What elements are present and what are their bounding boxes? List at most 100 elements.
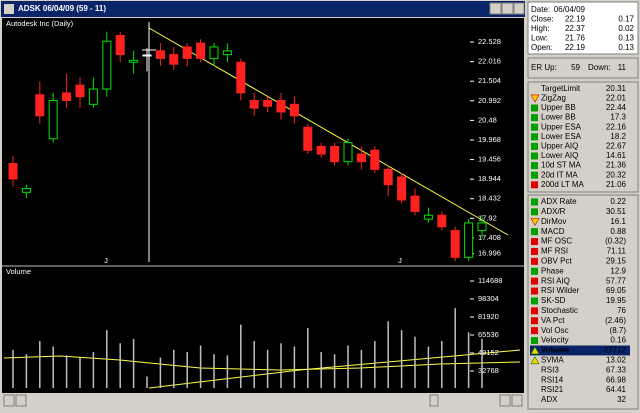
indicator-value: 32 (617, 395, 626, 404)
candle-body (263, 100, 273, 107)
y-tick-label: 20.48 (478, 115, 497, 124)
indicator-name[interactable]: 10d ST MA (541, 161, 582, 170)
candle-body (182, 46, 192, 59)
candle-body (397, 176, 407, 201)
indicator-name[interactable]: MF RSI (541, 247, 568, 256)
indicator-value: 0.16 (610, 336, 626, 345)
indicator-value: 20.31 (606, 84, 627, 93)
y-tick-label: 20.992 (478, 96, 501, 105)
indicator-name[interactable]: VA Pct (541, 316, 565, 325)
volume-trend (148, 349, 521, 389)
candle-body (289, 103, 299, 117)
candle-body (343, 142, 353, 163)
scroll-left[interactable] (3, 394, 15, 407)
indicator-name[interactable]: Upper AIQ (541, 142, 578, 151)
candle-body (102, 40, 112, 90)
er-label: ER Up: (531, 63, 557, 72)
indicator-name[interactable]: ADX (541, 395, 558, 404)
info-cell: 21.76 (565, 34, 586, 43)
signal-icon (531, 208, 538, 216)
indicator-name[interactable]: RSI Wilder (541, 286, 580, 295)
scroll-end[interactable] (499, 394, 511, 407)
indicator-name[interactable]: Lower BB (541, 113, 576, 122)
y-tick-label: 98304 (478, 294, 499, 303)
indicator-name[interactable]: DirMov (541, 217, 566, 226)
indicator-value: 16.1 (610, 217, 626, 226)
candle-body (21, 187, 31, 193)
y-tick-label: 17.408 (478, 233, 501, 242)
indicator-value: 67.33 (606, 365, 627, 374)
indicator-name[interactable]: MACD (541, 227, 565, 236)
indicator-name[interactable]: RSI14 (541, 375, 564, 384)
indicator-value: 19.95 (606, 296, 627, 305)
volume-title: Volume (6, 267, 31, 276)
indicator-name[interactable]: Stochastic (541, 306, 578, 315)
indicator-name[interactable]: RSI AIQ (541, 276, 570, 285)
candle-body (209, 46, 219, 59)
candle-body (370, 149, 380, 170)
candle-body (316, 145, 326, 155)
signal-icon (530, 356, 540, 365)
signal-icon (531, 104, 538, 112)
scrollbar[interactable] (2, 394, 524, 407)
indicator-name[interactable]: Upper ESA (541, 122, 582, 131)
y-tick-label: 22.528 (478, 37, 501, 46)
candle-body (383, 168, 393, 186)
signal-icon (531, 171, 538, 179)
candle-body (249, 100, 259, 109)
signal-icon (531, 297, 538, 305)
indicator-name[interactable]: Phase (541, 266, 564, 275)
close-button[interactable] (513, 2, 525, 15)
signal-icon (531, 247, 538, 255)
candle-body (423, 214, 433, 220)
indicator-name[interactable]: Volume (541, 346, 570, 355)
title-bar (1, 1, 525, 17)
indicator-name[interactable]: ADX Rate (541, 197, 577, 206)
signal-icon (531, 317, 538, 325)
scroll-thumb[interactable] (429, 394, 439, 407)
indicator-name[interactable]: SVMA (541, 355, 564, 364)
indicator-name[interactable]: Upper BB (541, 103, 576, 112)
scroll-home[interactable] (15, 394, 27, 407)
window-title: ADSK 06/04/09 (59 - 11) (18, 4, 106, 13)
indicator-name[interactable]: ADX/R (541, 207, 566, 216)
indicator-value: 22.16 (606, 122, 627, 131)
signal-icon (531, 198, 538, 206)
indicator-name[interactable]: Velocity (541, 336, 569, 345)
indicator-value: 14.61 (606, 151, 627, 160)
signal-icon (531, 152, 538, 160)
info-cell: Date: (531, 5, 550, 14)
y-tick-label: 17.92 (478, 213, 497, 222)
indicator-name[interactable]: Lower AIQ (541, 151, 578, 160)
indicator-name[interactable]: Vol Osc (541, 326, 569, 335)
maximize-button[interactable] (489, 2, 502, 15)
indicator-name[interactable]: RSI21 (541, 385, 564, 394)
indicator-name[interactable]: OBV Pct (541, 256, 572, 265)
indicator-name[interactable]: RSI3 (541, 365, 559, 374)
volume-average (3, 355, 521, 371)
signal-icon (530, 94, 540, 103)
y-tick-label: 18.432 (478, 194, 501, 203)
indicator-value: 17.3 (610, 113, 626, 122)
candle-body (196, 42, 206, 59)
y-tick-label: 49152 (478, 348, 499, 357)
indicator-value: 27712 (604, 346, 627, 355)
restore-button[interactable] (501, 2, 514, 15)
indicator-name[interactable]: TargetLimit (541, 84, 581, 93)
signal-icon (531, 123, 538, 131)
indicator-name[interactable]: ZigZag (541, 94, 566, 103)
signal-icon (531, 133, 538, 141)
indicator-name[interactable]: Lower ESA (541, 132, 582, 141)
signal-icon (530, 217, 540, 226)
candle-body (477, 222, 487, 232)
scroll-right[interactable] (511, 394, 523, 407)
info-cell: 0.17 (618, 15, 634, 24)
indicator-name[interactable]: MF OSC (541, 237, 572, 246)
y-tick-label: 22.016 (478, 57, 501, 66)
indicator-value: 29.15 (606, 256, 627, 265)
signal-icon (531, 238, 538, 246)
indicator-name[interactable]: 20d IT MA (541, 170, 578, 179)
indicator-name[interactable]: SK-SD (541, 296, 566, 305)
indicator-name[interactable]: 200d LT MA (541, 180, 585, 189)
